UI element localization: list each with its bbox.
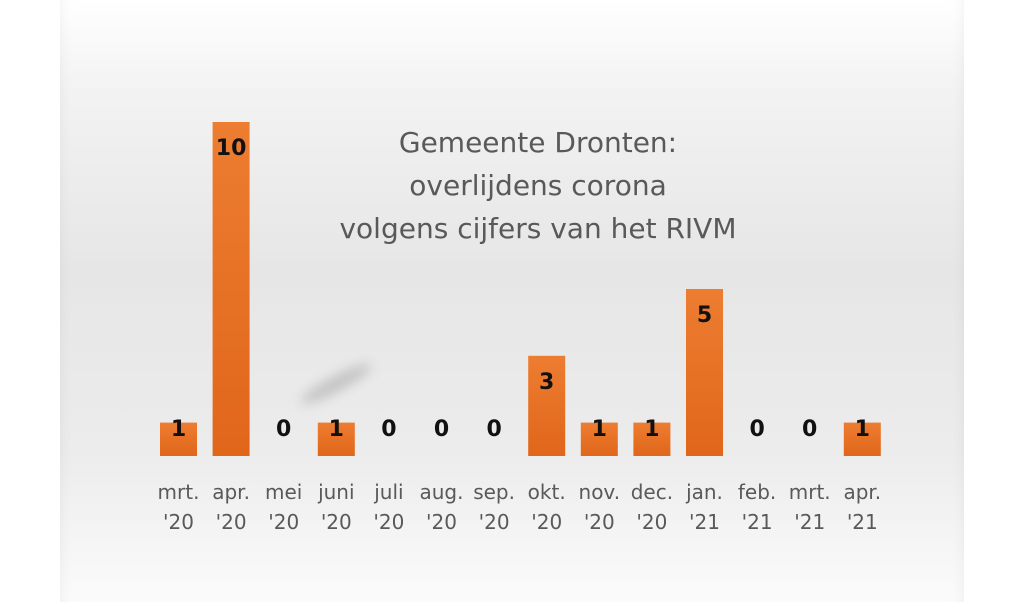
data-label: 1 (855, 417, 870, 442)
data-label: 0 (486, 417, 501, 442)
x-tick-label-year: '20 (636, 510, 667, 534)
x-tick-label-year: '20 (216, 510, 247, 534)
bar (843, 422, 881, 456)
data-label: 0 (802, 417, 817, 442)
chart-title-line-2: overlijdens corona (409, 169, 667, 202)
x-tick-label-year: '21 (794, 510, 825, 534)
x-tick-label-month: feb. (738, 480, 776, 504)
x-tick-label-month: nov. (579, 480, 621, 504)
x-axis-ticks-group: mrt. '20 apr. '20 mei '20 juni '20 juli '20 aug. '2… (158, 480, 882, 534)
x-tick-label-month: mrt. (158, 480, 200, 504)
chart-title: Gemeente Dronten: overlijdens corona vol… (300, 121, 776, 250)
bar (160, 422, 197, 456)
bar (212, 122, 250, 456)
data-label: 0 (749, 417, 764, 442)
x-tick-label-month: mei (265, 480, 302, 504)
x-tick-label-year: '20 (531, 510, 562, 534)
bar (580, 422, 618, 456)
x-tick-label-year: '20 (479, 510, 510, 534)
data-label: 1 (329, 417, 344, 442)
x-tick-label-month: okt. (528, 480, 566, 504)
data-label: 3 (539, 370, 554, 395)
data-label: 1 (644, 417, 659, 442)
data-label: 1 (171, 417, 186, 442)
bars-group (160, 122, 881, 456)
chart-title-line-3: volgens cijfers van het RIVM (339, 212, 737, 245)
x-tick-label-month: apr. (843, 480, 881, 504)
x-tick-label-month: aug. (420, 480, 464, 504)
data-label: 5 (697, 303, 712, 328)
x-tick-label-year: '20 (373, 510, 404, 534)
data-label: 0 (276, 417, 291, 442)
x-tick-label-year: '20 (163, 510, 194, 534)
x-tick-label-year: '20 (268, 510, 299, 534)
data-label: 10 (216, 136, 247, 161)
data-label: 0 (381, 417, 396, 442)
x-tick-label-year: '21 (689, 510, 720, 534)
x-tick-label-year: '20 (426, 510, 457, 534)
x-tick-label-month: sep. (473, 480, 515, 504)
x-tick-label-month: mrt. (789, 480, 831, 504)
data-label: 1 (592, 417, 607, 442)
x-tick-label-month: juni (317, 480, 354, 504)
bar (528, 355, 566, 456)
chart-title-line-1: Gemeente Dronten: (398, 126, 678, 159)
x-tick-label-month: juli (373, 480, 403, 504)
x-tick-label-year: '21 (847, 510, 878, 534)
data-label: 0 (434, 417, 449, 442)
x-tick-label-month: jan. (685, 480, 723, 504)
x-tick-label-year: '20 (584, 510, 615, 534)
x-tick-label-year: '20 (321, 510, 352, 534)
bar (633, 422, 671, 456)
x-tick-label-year: '21 (742, 510, 773, 534)
bar (317, 422, 355, 456)
x-tick-label-month: apr. (212, 480, 250, 504)
x-tick-label-month: dec. (631, 480, 673, 504)
chart-background (60, 0, 964, 602)
bar (686, 289, 723, 456)
